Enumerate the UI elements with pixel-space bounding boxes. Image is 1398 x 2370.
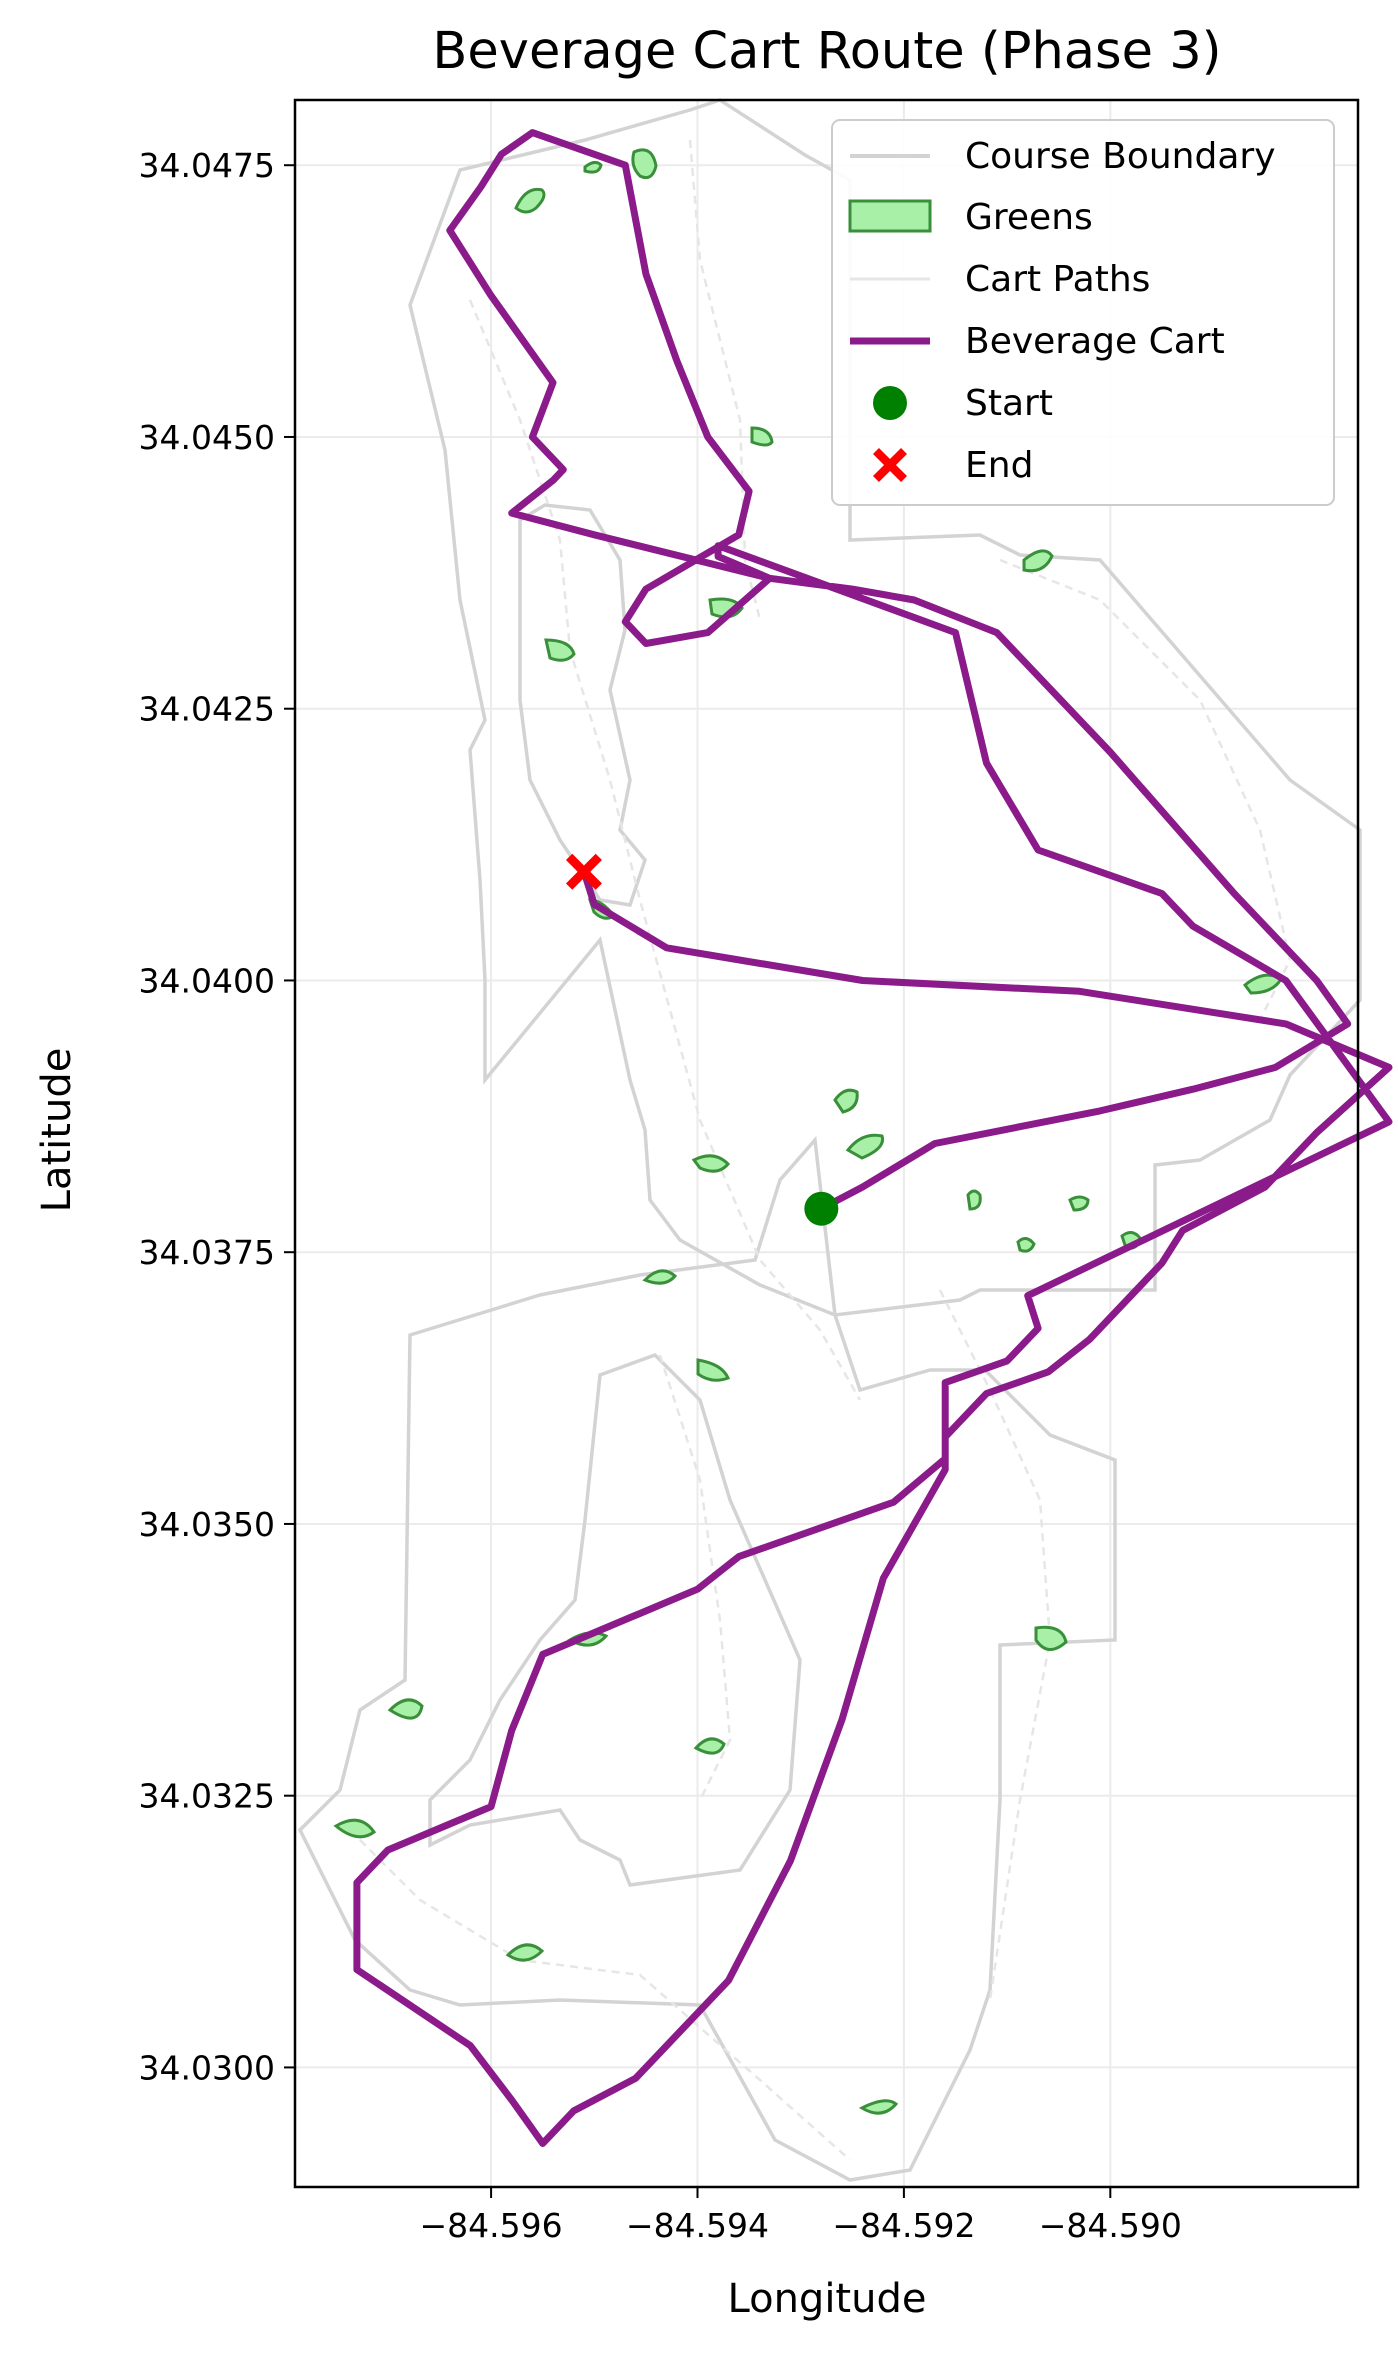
green: [1068, 1195, 1090, 1212]
y-tick-label: 34.0475: [139, 146, 275, 185]
end-marker: [565, 853, 602, 890]
y-axis: 34.0300 34.0325 34.0350 34.0375 34.0400 34.04…: [139, 146, 295, 2087]
legend-label-end: End: [965, 445, 1033, 486]
plot-area: [293, 98, 1360, 2189]
x-tick-label: −84.592: [832, 2206, 975, 2245]
green: [750, 426, 774, 447]
course-map: [297, 98, 1362, 2182]
green: [1034, 1625, 1068, 1651]
green: [1022, 549, 1054, 573]
x-tick-label: −84.594: [626, 2206, 769, 2245]
legend-swatch-end: [873, 448, 907, 482]
green: [514, 187, 546, 214]
y-axis-label: Latitude: [34, 1048, 80, 1213]
green: [642, 1269, 678, 1285]
green: [691, 1154, 731, 1173]
green: [544, 638, 576, 662]
green: [966, 1189, 982, 1211]
legend-label-greens: Greens: [965, 197, 1093, 238]
legend-swatch-greens: [848, 199, 932, 233]
x-tick-label: −84.596: [420, 2206, 563, 2245]
start-marker: [804, 1191, 839, 1226]
y-tick-label: 34.0300: [139, 2048, 275, 2087]
cart-path-2: [688, 139, 762, 621]
green: [693, 1737, 726, 1755]
x-axis: −84.596 −84.594 −84.592 −84.590: [420, 2187, 1182, 2245]
cart-path-1: [468, 299, 862, 1401]
green: [631, 148, 658, 180]
legend-label-cart: Beverage Cart: [965, 321, 1225, 362]
green: [583, 160, 603, 174]
course-boundary-south-inner: [428, 1352, 802, 1887]
green: [1016, 1237, 1036, 1253]
legend-box: [831, 119, 1335, 506]
x-marker-shape: [873, 448, 907, 482]
beverage-cart-route: [353, 129, 1393, 2147]
chart-title: Beverage Cart Route (Phase 3): [432, 22, 1221, 81]
y-tick-label: 34.0375: [139, 1233, 275, 1272]
legend-label-boundary: Course Boundary: [965, 136, 1276, 177]
legend-label-paths: Cart Paths: [965, 259, 1150, 300]
x-axis-label: Longitude: [728, 2276, 927, 2322]
legend: Course Boundary Greens Cart Paths Bevera…: [831, 119, 1335, 506]
x-tick-label: −84.590: [1039, 2206, 1182, 2245]
legend-swatch-start: [873, 386, 907, 420]
green: [696, 1358, 730, 1382]
greens: [333, 148, 1284, 2115]
course-boundary-north-inner: [518, 503, 647, 907]
green: [505, 1943, 545, 1962]
legend-label-start: Start: [965, 383, 1053, 424]
course-boundary-south: [297, 1135, 1117, 2182]
cart-path-4: [658, 1354, 732, 1801]
green: [858, 2099, 899, 2115]
y-tick-label: 34.0450: [139, 418, 275, 457]
green: [333, 1818, 377, 1839]
green: [833, 1088, 859, 1114]
green: [845, 1133, 885, 1160]
y-tick-label: 34.0350: [139, 1505, 275, 1544]
cart-path-3: [999, 558, 1292, 1021]
y-tick-label: 34.0325: [139, 1777, 275, 1816]
y-tick-label: 34.0400: [139, 961, 275, 1000]
x-marker-shape: [565, 853, 602, 890]
green: [387, 1698, 424, 1720]
y-tick-label: 34.0425: [139, 690, 275, 729]
